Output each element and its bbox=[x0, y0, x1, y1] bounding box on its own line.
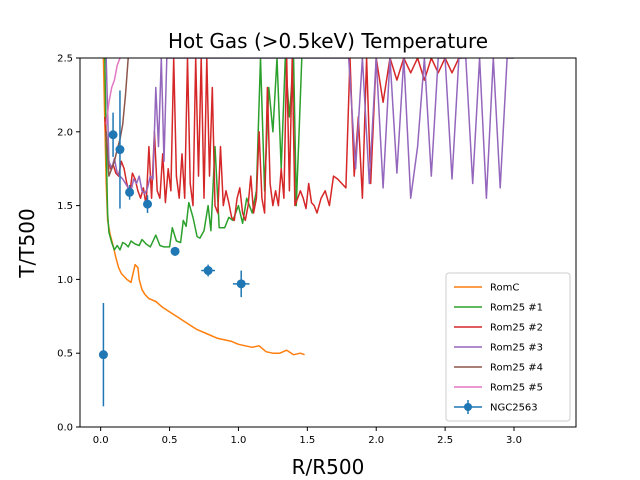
data-marker bbox=[115, 145, 125, 155]
legend-label: Rom25 #2 bbox=[490, 323, 543, 334]
x-tick-label: 3.0 bbox=[506, 435, 522, 446]
legend-label: Rom25 #4 bbox=[490, 363, 543, 374]
data-point-6 bbox=[170, 246, 180, 256]
legend-entry-1: RomC bbox=[454, 283, 519, 294]
data-point-7 bbox=[201, 264, 216, 277]
y-tick-label: 2.0 bbox=[57, 127, 73, 138]
data-marker bbox=[98, 350, 108, 360]
x-axis-label: R/R500 bbox=[292, 455, 365, 479]
legend-label: Rom25 #1 bbox=[490, 303, 543, 314]
data-point-8 bbox=[232, 270, 250, 298]
legend-entry-6: Rom25 #5 bbox=[454, 383, 543, 394]
legend-label: Rom25 #5 bbox=[490, 383, 543, 394]
legend-swatch-marker bbox=[464, 403, 472, 411]
plot-area bbox=[98, 58, 514, 407]
legend-entry-3: Rom25 #2 bbox=[454, 323, 543, 334]
legend-entry-4: Rom25 #3 bbox=[454, 343, 543, 354]
data-point-1 bbox=[98, 303, 108, 407]
data-point-5 bbox=[143, 195, 153, 213]
data-point-4 bbox=[125, 184, 135, 200]
series-line-2 bbox=[104, 58, 303, 251]
x-tick-label: 0.5 bbox=[162, 435, 178, 446]
legend-label: NGC2563 bbox=[490, 403, 538, 414]
y-tick-label: 1.5 bbox=[57, 201, 73, 212]
data-point-3 bbox=[115, 90, 125, 209]
y-tick-label: 2.5 bbox=[57, 54, 73, 65]
y-tick-label: 1.0 bbox=[57, 275, 73, 286]
y-axis-label: T/T500 bbox=[15, 208, 39, 278]
x-tick-label: 1.0 bbox=[230, 435, 246, 446]
x-tick-label: 2.0 bbox=[368, 435, 384, 446]
data-marker bbox=[143, 199, 153, 209]
y-tick-label: 0.5 bbox=[57, 349, 73, 360]
legend-entry-7: NGC2563 bbox=[454, 400, 538, 414]
legend-box bbox=[445, 272, 571, 422]
x-tick-label: 1.5 bbox=[299, 435, 315, 446]
data-marker bbox=[236, 279, 246, 289]
series-line-4 bbox=[105, 58, 514, 199]
legend-label: RomC bbox=[490, 283, 519, 294]
axes-frame bbox=[79, 57, 577, 428]
data-marker bbox=[125, 187, 135, 197]
legend-label: Rom25 #3 bbox=[490, 343, 543, 354]
series-line-6 bbox=[105, 58, 121, 125]
legend-entry-5: Rom25 #4 bbox=[454, 363, 543, 374]
data-marker bbox=[108, 130, 118, 140]
legend: RomC Rom25 #1 Rom25 #2 Rom25 #3 Rom25 #4 Rom2… bbox=[445, 272, 571, 422]
axis-ticks: 0.0 0.5 1.0 1.5 2.0 2.5 3.0 0.0 0.5 1.0 1.5 2.0 2.5 bbox=[57, 54, 522, 447]
y-tick-label: 0.0 bbox=[57, 423, 73, 434]
data-point-2 bbox=[108, 112, 118, 157]
data-marker bbox=[203, 266, 213, 276]
series-line-1 bbox=[102, 58, 305, 356]
x-tick-label: 0.0 bbox=[93, 435, 109, 446]
data-marker bbox=[170, 246, 180, 256]
chart-title: Hot Gas (>0.5keV) Temperature bbox=[168, 29, 488, 53]
legend-entry-2: Rom25 #1 bbox=[454, 303, 543, 314]
x-tick-label: 2.5 bbox=[437, 435, 453, 446]
